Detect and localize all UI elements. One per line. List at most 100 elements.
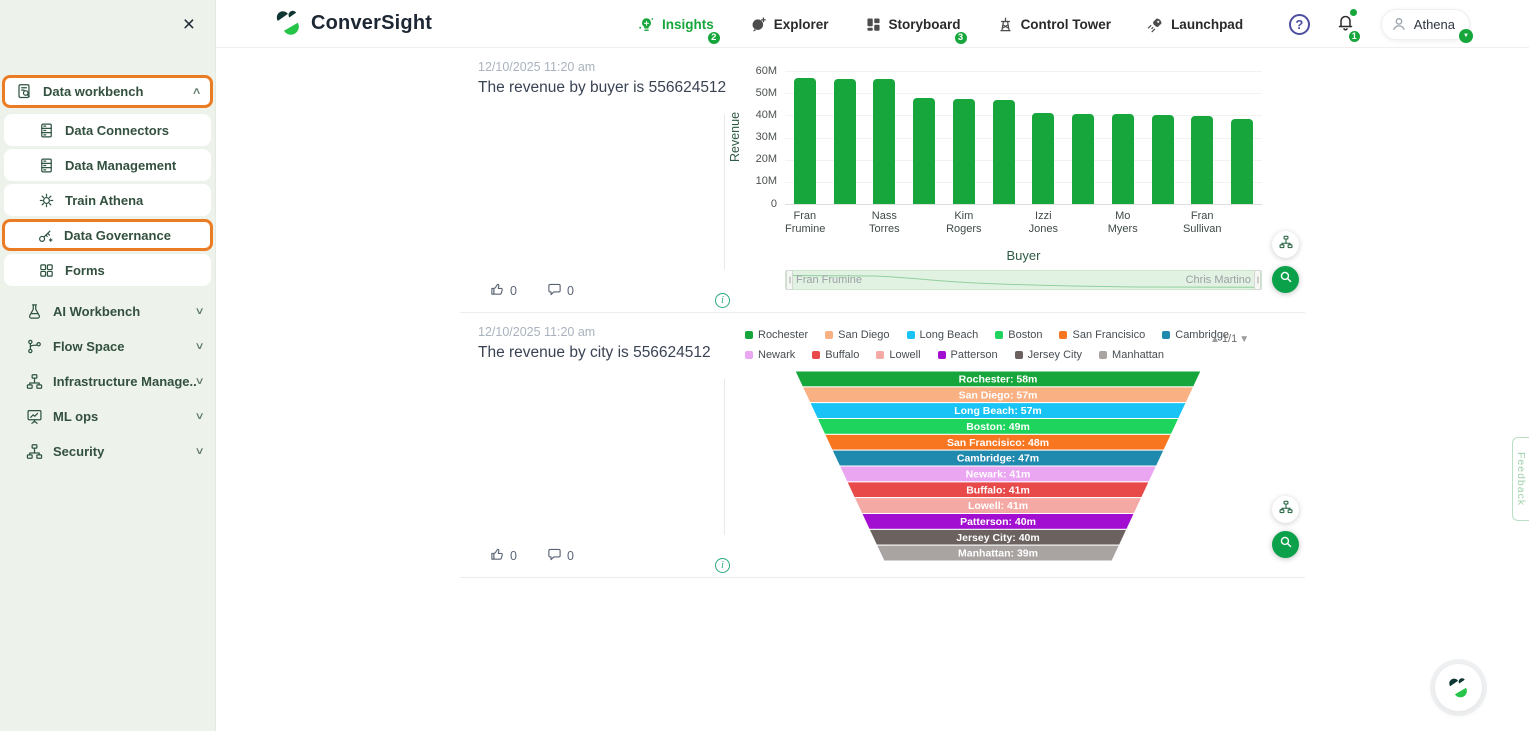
bar-unlabeled-5[interactable] <box>992 99 1015 204</box>
sidebar-close-icon[interactable]: × <box>182 13 195 36</box>
zoom-chart-button[interactable] <box>1272 266 1299 293</box>
gridline <box>785 204 1262 205</box>
bar-kim-rogers[interactable] <box>952 98 975 204</box>
x-tick-label <box>984 210 1024 236</box>
legend-label: Boston <box>1008 329 1043 341</box>
bar-nass-torres[interactable] <box>873 78 896 204</box>
legend-item-san-francisico[interactable]: San Francisico <box>1059 329 1145 341</box>
info-icon[interactable]: i <box>715 558 730 573</box>
legend-item-newark[interactable]: Newark <box>745 349 795 361</box>
sidebar-item-data-governance[interactable]: Data Governance <box>2 219 213 251</box>
legend-page-down-icon[interactable]: ▼ <box>1239 333 1250 345</box>
nav-explorer[interactable]: Explorer <box>750 16 829 33</box>
nav-control-tower[interactable]: Control Tower <box>997 16 1111 33</box>
legend-item-long-beach[interactable]: Long Beach <box>906 329 978 341</box>
funnel-segment-label: Long Beach: 57m <box>954 405 1042 417</box>
chevron-down-icon: ∨ <box>194 411 205 422</box>
legend-label: San Francisico <box>1072 329 1146 341</box>
like-button[interactable]: 0 <box>490 282 517 300</box>
legend-item-rochester[interactable]: Rochester <box>745 329 808 341</box>
comment-button[interactable]: 0 <box>547 547 574 565</box>
sidebar-item-infrastructure-manage-[interactable]: Infrastructure Manage... ∨ <box>0 364 215 399</box>
bar-izzi-jones[interactable] <box>1032 113 1055 204</box>
comment-button[interactable]: 0 <box>547 282 574 300</box>
brush-handle-right[interactable]: || <box>1254 270 1261 290</box>
nav-launchpad[interactable]: Launchpad <box>1147 16 1243 33</box>
feedback-tab[interactable]: Feedback <box>1512 437 1529 521</box>
sidebar-item-train-athena[interactable]: Train Athena <box>4 184 211 216</box>
legend-swatch <box>1099 351 1108 359</box>
nav-label: Storyboard <box>888 16 961 32</box>
bar-mo-myers[interactable] <box>1111 114 1134 204</box>
nav-label: Insights <box>662 16 714 32</box>
sidebar-item-ai-workbench[interactable]: AI Workbench ∨ <box>0 294 215 329</box>
sidebar-item-security[interactable]: Security ∨ <box>0 434 215 469</box>
like-button[interactable]: 0 <box>490 547 517 565</box>
chevron-up-icon: ∧ <box>191 86 202 97</box>
x-axis-title: Buyer <box>1006 248 1041 263</box>
sidebar-item-data-connectors[interactable]: Data Connectors <box>4 114 211 146</box>
related-insights-button[interactable] <box>1272 496 1299 523</box>
legend-page-up-icon[interactable]: ▲ <box>1210 333 1220 345</box>
legend-item-patterson[interactable]: Patterson <box>937 349 998 361</box>
user-name: Athena <box>1413 16 1455 32</box>
legend-swatch <box>745 351 753 359</box>
database-icon <box>38 157 55 174</box>
sidebar-item-ml-ops[interactable]: ML ops ∨ <box>0 399 215 434</box>
athena-chat-button[interactable] <box>1435 664 1482 711</box>
chart-range-brush[interactable]: || || Fran Frumine Chris Martino <box>785 270 1262 290</box>
legend-item-manhattan[interactable]: Manhattan <box>1099 349 1164 361</box>
info-icon[interactable]: i <box>715 293 730 308</box>
bar-unlabeled-3[interactable] <box>913 97 936 204</box>
brush-handle-left[interactable]: || <box>786 270 793 290</box>
nav-storyboard[interactable]: Storyboard 3 <box>865 16 969 46</box>
legend-item-cambridge[interactable]: Cambridge <box>1162 329 1229 341</box>
legend-item-jersey-city[interactable]: Jersey City <box>1014 349 1082 361</box>
user-menu[interactable]: Athena ▼ <box>1380 8 1473 43</box>
file-search-icon <box>16 83 33 100</box>
legend-item-san-diego[interactable]: San Diego <box>825 329 890 341</box>
legend-swatch <box>825 331 834 339</box>
nav-insights[interactable]: Insights 2 <box>638 16 722 46</box>
sidebar-item-flow-space[interactable]: Flow Space ∨ <box>0 329 215 364</box>
insights-feed: 12/10/2025 11:20 am The revenue by buyer… <box>216 48 1529 731</box>
magnifier-icon <box>1279 270 1293 289</box>
sidebar-item-forms[interactable]: Forms <box>4 254 211 286</box>
brand-logo[interactable]: ConverSight <box>274 8 432 38</box>
comment-count: 0 <box>566 284 574 298</box>
comment-icon <box>547 282 562 300</box>
bar-unlabeled-1[interactable] <box>833 78 856 204</box>
funnel-segment-label: San Diego: 57m <box>959 389 1038 401</box>
zoom-chart-button[interactable] <box>1272 531 1299 558</box>
sidebar-item-data-workbench[interactable]: Data workbench ∧ <box>2 75 213 108</box>
sidebar-sub-items: Data Connectors Data Management Train Athe… <box>0 114 215 286</box>
hierarchy-icon <box>26 373 43 390</box>
bell-icon <box>1336 15 1355 36</box>
related-insights-button[interactable] <box>1272 231 1299 258</box>
x-tick-label <box>1143 210 1183 236</box>
bar-fran-sullivan[interactable] <box>1191 116 1214 204</box>
y-tick-label: 30M <box>755 131 777 143</box>
legend-item-boston[interactable]: Boston <box>995 329 1042 341</box>
like-count: 0 <box>510 284 517 298</box>
legend-item-buffalo[interactable]: Buffalo <box>812 349 859 361</box>
bar-unlabeled-7[interactable] <box>1072 114 1095 204</box>
x-tick-label: Fran Frumine <box>785 210 826 236</box>
explorer-icon <box>750 16 767 33</box>
notification-dot <box>1349 8 1357 16</box>
thumbs-up-icon <box>490 282 505 300</box>
bar-unlabeled-11[interactable] <box>1231 118 1254 204</box>
card-actions: 0 0 <box>490 547 574 565</box>
legend-item-lowell[interactable]: Lowell <box>876 349 921 361</box>
help-icon[interactable]: ? <box>1288 13 1310 35</box>
funnel-segment-manhattan[interactable] <box>875 544 1121 561</box>
bar-unlabeled-9[interactable] <box>1151 115 1174 204</box>
card-divider <box>724 379 725 535</box>
sidebar: × Data workbench ∧ Data Connectors Data M… <box>0 0 216 731</box>
main-nav: Insights 2 Explorer Storyboard 3 Control Towe… <box>638 0 1243 48</box>
presentation-icon <box>26 408 43 425</box>
storyboard-icon <box>865 16 882 33</box>
sidebar-item-data-management[interactable]: Data Management <box>4 149 211 181</box>
notifications-bell[interactable]: 1 <box>1336 8 1362 44</box>
bar-fran-frumine[interactable] <box>793 77 816 204</box>
